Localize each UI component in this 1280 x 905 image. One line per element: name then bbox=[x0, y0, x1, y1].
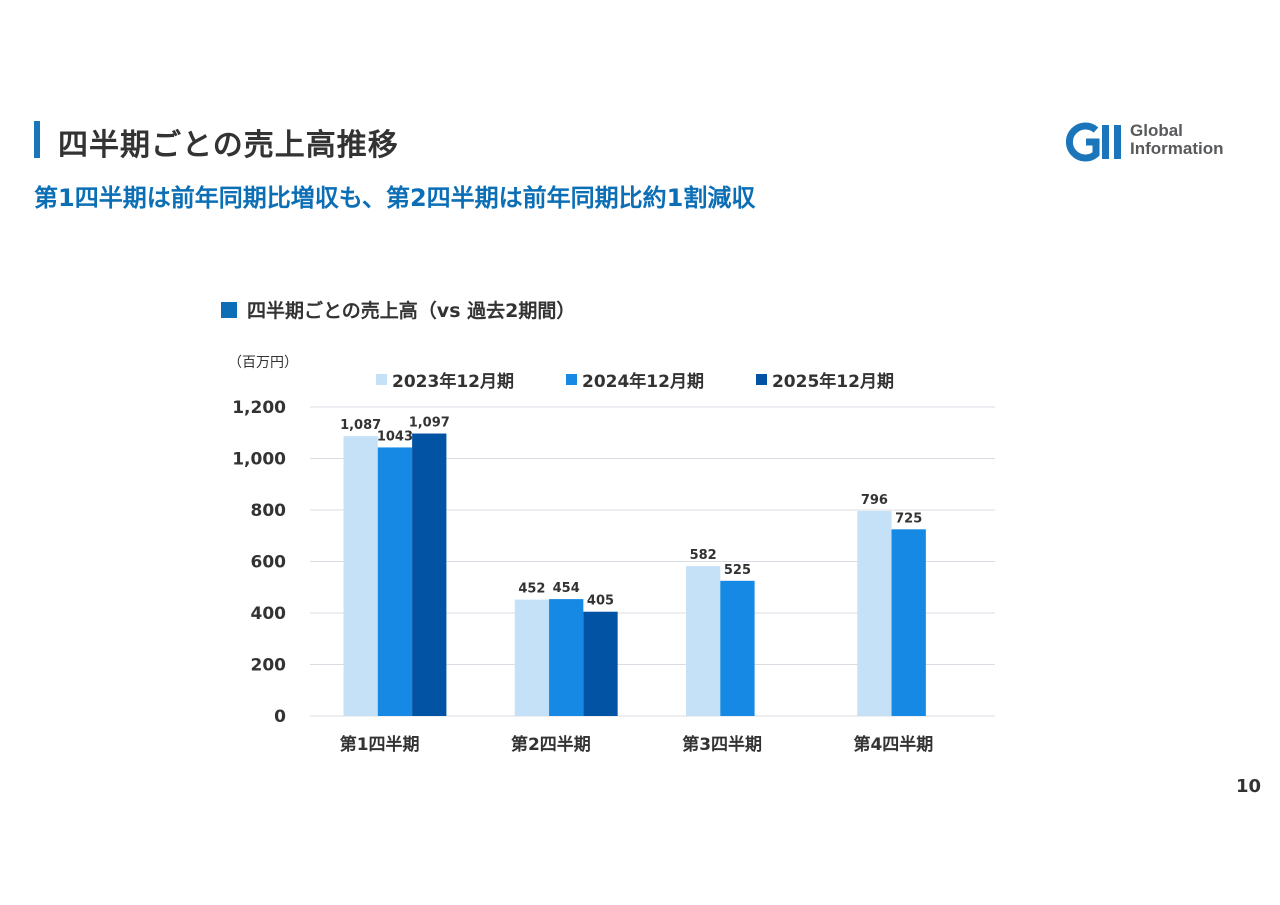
x-category-label: 第2四半期 bbox=[511, 734, 591, 755]
y-tick-label: 0 bbox=[274, 707, 286, 727]
chart-heading: 四半期ごとの売上高（vs 過去2期間） bbox=[221, 296, 575, 323]
x-category-label: 第4四半期 bbox=[853, 734, 933, 755]
legend-label-2025: 2025年12月期 bbox=[771, 372, 894, 392]
x-category-label: 第3四半期 bbox=[682, 734, 762, 755]
bar-1-1 bbox=[343, 436, 378, 716]
data-label: 1043 bbox=[377, 429, 413, 444]
data-label: 1,087 bbox=[340, 418, 381, 433]
y-tick-label: 200 bbox=[251, 656, 287, 676]
y-tick-label: 600 bbox=[251, 553, 287, 573]
y-tick-label: 1,200 bbox=[232, 398, 286, 418]
page-number: 10 bbox=[1236, 776, 1262, 797]
legend-item-2023: 2023年12月期 bbox=[376, 367, 514, 392]
chart-title: 四半期ごとの売上高（vs 過去2期間） bbox=[247, 300, 576, 322]
legend-swatch-2023 bbox=[376, 374, 387, 385]
data-label: 582 bbox=[690, 548, 717, 563]
legend-item-2025: 2025年12月期 bbox=[755, 367, 894, 392]
bar-3-2 bbox=[583, 611, 618, 716]
logo-line-2: Information bbox=[1130, 139, 1224, 158]
chart-legend: 2023年12月期 2024年12月期 2025年12月期 bbox=[376, 367, 946, 392]
x-category-label: 第1四半期 bbox=[340, 734, 420, 755]
data-label: 454 bbox=[553, 581, 580, 596]
data-label: 405 bbox=[587, 594, 614, 609]
legend-swatch-2024 bbox=[565, 374, 577, 385]
bar-2-1 bbox=[377, 447, 413, 716]
y-tick-label: 1,000 bbox=[232, 450, 286, 470]
bar-2-4 bbox=[891, 529, 926, 716]
bar-1-4 bbox=[857, 511, 892, 716]
company-logo: Global Information bbox=[1065, 122, 1238, 162]
page-subtitle: 第1四半期は前年同期比増収も、第2四半期は前年同期比約1割減収 bbox=[34, 184, 756, 212]
data-label: 452 bbox=[518, 582, 545, 597]
y-tick-label: 800 bbox=[251, 501, 287, 521]
y-tick-label: 400 bbox=[251, 604, 287, 624]
page-title: 四半期ごとの売上高推移 bbox=[58, 128, 399, 163]
legend-swatch-2025 bbox=[755, 374, 767, 385]
data-label: 725 bbox=[895, 511, 922, 526]
legend-label-2023: 2023年12月期 bbox=[392, 372, 514, 392]
data-label: 525 bbox=[724, 563, 751, 578]
y-axis-unit: （百万円） bbox=[228, 355, 298, 371]
legend-item-2024: 2024年12月期 bbox=[565, 367, 704, 392]
heading-square-icon bbox=[221, 301, 237, 318]
logo-wordmark: Global Information bbox=[1130, 122, 1224, 158]
title-accent-bar bbox=[34, 121, 40, 158]
bar-1-2 bbox=[514, 599, 550, 716]
data-label: 1,097 bbox=[409, 416, 450, 431]
bar-2-3 bbox=[720, 580, 755, 716]
gii-logo-mark bbox=[1065, 122, 1121, 162]
logo-line-1: Global bbox=[1130, 121, 1183, 140]
bar-1-3 bbox=[686, 566, 721, 716]
legend-label-2024: 2024年12月期 bbox=[581, 372, 704, 392]
bar-2-2 bbox=[549, 599, 584, 716]
bar-3-1 bbox=[412, 433, 447, 716]
data-label: 796 bbox=[861, 493, 888, 508]
